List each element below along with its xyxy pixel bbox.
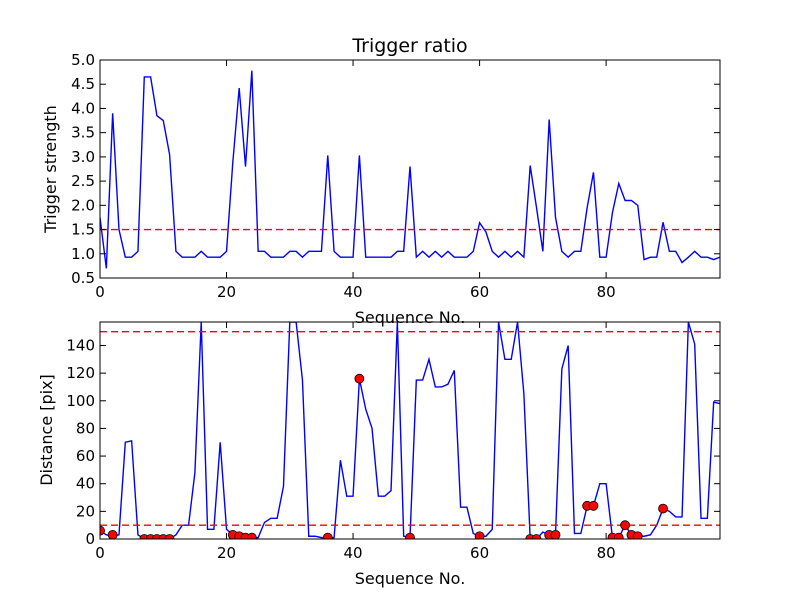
data-point-marker <box>164 534 175 539</box>
data-point-marker <box>550 529 561 539</box>
x-tick-label: 40 <box>344 283 363 301</box>
series-line-0 <box>100 70 720 269</box>
y-tick-label: 1.0 <box>71 245 95 263</box>
x-tick-label: 80 <box>597 283 616 301</box>
distance-plot: 0 20 40 60 80 0 20 40 60 80 100 120 140 Sequence No.… <box>37 321 721 588</box>
data-point-marker <box>632 531 643 539</box>
data-point-marker <box>405 532 415 539</box>
y-tick-label: 0.5 <box>71 269 95 287</box>
distance-plot-area <box>100 322 720 539</box>
x-tick-label: 60 <box>470 544 489 562</box>
x-tick-label: 40 <box>344 544 363 562</box>
data-point-marker <box>531 534 542 539</box>
chart-title: Trigger ratio <box>351 35 467 57</box>
x-tick-label: 60 <box>470 283 489 301</box>
y-tick-label: 60 <box>76 447 95 465</box>
data-point-marker <box>613 532 624 539</box>
data-point-marker <box>246 532 257 539</box>
y-axis-label: Trigger strength <box>41 105 60 234</box>
y-tick-label: 3.5 <box>71 124 95 142</box>
y-tick-label: 5.0 <box>71 51 95 69</box>
y-axis-label: Distance [pix] <box>37 374 56 486</box>
x-tick-label: 20 <box>217 544 236 562</box>
y-tick-label: 3.0 <box>71 148 95 166</box>
y-tick-label: 4.0 <box>71 99 95 117</box>
y-tick-label: 40 <box>76 475 95 493</box>
data-point-marker <box>588 500 599 511</box>
x-tick-label: 80 <box>597 544 616 562</box>
x-axis-label: Sequence No. <box>355 569 466 588</box>
data-point-marker <box>658 503 668 514</box>
y-tick-label: 1.5 <box>71 221 95 239</box>
y-tick-label: 140 <box>66 336 95 354</box>
data-point-marker <box>354 373 365 384</box>
data-point-marker <box>322 532 333 539</box>
y-tick-label: 100 <box>66 392 95 410</box>
y-tick-label: 80 <box>76 419 95 437</box>
data-point-marker <box>107 529 118 539</box>
trigger-ratio-plot: Trigger ratio 0 20 40 60 80 0.5 1.0 1.5 2.0 2.5 3.… <box>41 35 721 327</box>
plot-frame <box>99 321 721 540</box>
data-point-marker <box>100 525 105 536</box>
axis-ticks: 0 20 40 60 80 0 20 40 60 80 100 120 140 <box>66 322 720 562</box>
y-tick-label: 20 <box>76 502 95 520</box>
axis-ticks: 0 20 40 60 80 0.5 1.0 1.5 2.0 2.5 3.0 3.5 4.0 4.5 5.0 <box>71 51 720 301</box>
y-tick-label: 0 <box>85 530 95 548</box>
y-tick-label: 2.5 <box>71 172 95 190</box>
data-point-marker <box>620 520 631 531</box>
x-axis-label: Sequence No. <box>355 308 466 327</box>
y-tick-label: 2.0 <box>71 196 95 214</box>
x-tick-label: 20 <box>217 283 236 301</box>
x-tick-label: 0 <box>95 283 105 301</box>
trigger-ratio-plot-area <box>100 70 720 269</box>
plot-frame <box>99 59 721 279</box>
x-tick-label: 0 <box>95 544 105 562</box>
series-line-0 <box>100 322 720 539</box>
y-tick-label: 4.5 <box>71 75 95 93</box>
y-tick-label: 120 <box>66 364 95 382</box>
